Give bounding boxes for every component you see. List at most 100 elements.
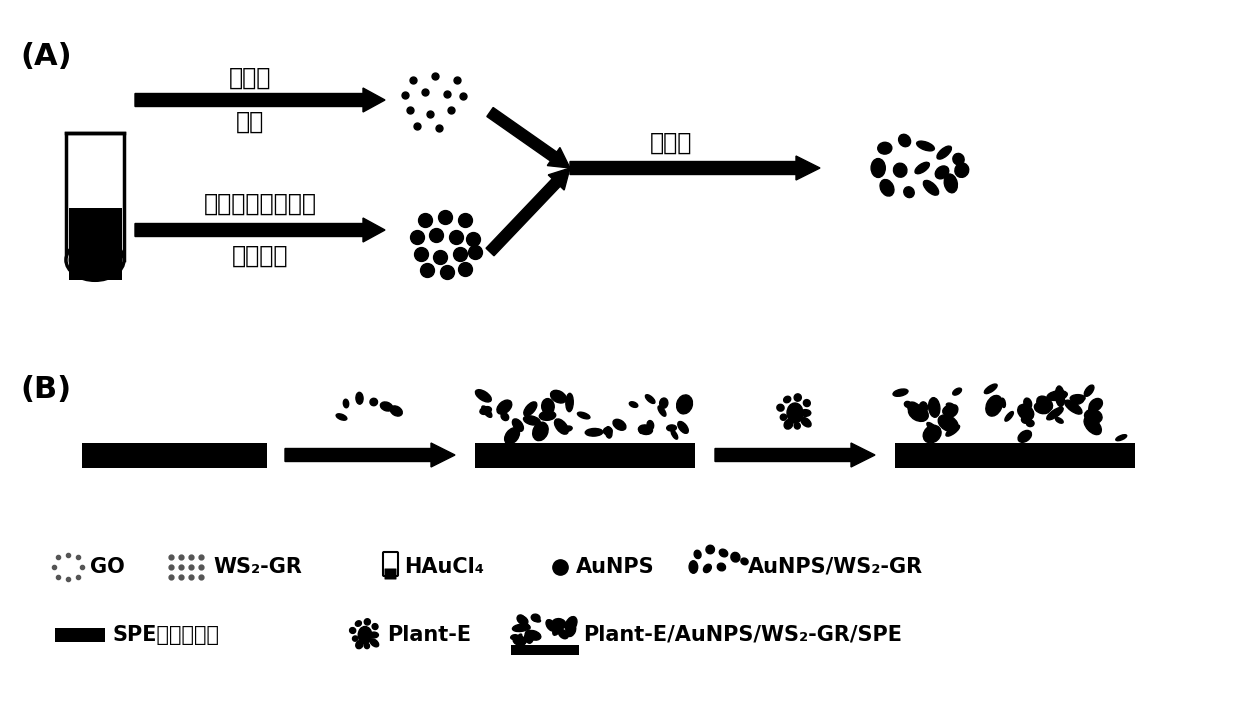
Ellipse shape [343,399,348,408]
Text: 硫脲: 硫脲 [236,110,264,134]
Ellipse shape [365,643,370,649]
Ellipse shape [694,550,701,559]
Ellipse shape [904,401,911,408]
Ellipse shape [1018,430,1032,442]
Ellipse shape [677,395,692,414]
Ellipse shape [511,635,518,640]
Ellipse shape [523,624,529,629]
FancyBboxPatch shape [511,645,579,655]
Ellipse shape [904,187,914,197]
Ellipse shape [794,422,800,429]
Ellipse shape [689,561,698,573]
Ellipse shape [1004,412,1013,421]
Ellipse shape [1047,391,1068,400]
Ellipse shape [554,419,568,435]
Ellipse shape [523,402,537,416]
Ellipse shape [1034,402,1050,414]
FancyBboxPatch shape [66,133,124,260]
Ellipse shape [944,174,957,193]
Ellipse shape [924,425,941,443]
Ellipse shape [605,427,613,438]
Ellipse shape [1065,400,1083,414]
Ellipse shape [645,395,655,403]
Ellipse shape [639,425,652,435]
Ellipse shape [894,163,906,178]
Ellipse shape [780,414,786,420]
Text: 锨酸钔: 锨酸钔 [229,66,272,90]
Ellipse shape [350,628,356,633]
Ellipse shape [526,630,541,640]
Polygon shape [715,443,875,467]
Ellipse shape [1055,417,1063,423]
Ellipse shape [784,396,791,403]
Ellipse shape [475,390,491,402]
Text: 自组装: 自组装 [650,131,692,155]
Text: 滅代十六烷基吠唏: 滅代十六烷基吠唏 [203,192,316,216]
Ellipse shape [539,411,556,420]
Ellipse shape [525,630,533,643]
Ellipse shape [1055,386,1064,407]
Ellipse shape [517,615,525,623]
Ellipse shape [915,163,930,174]
Polygon shape [487,107,570,168]
Ellipse shape [356,640,363,649]
Ellipse shape [929,398,940,417]
Ellipse shape [1027,420,1034,427]
FancyBboxPatch shape [384,569,397,579]
Ellipse shape [512,419,523,432]
FancyBboxPatch shape [68,207,122,280]
Ellipse shape [1071,396,1084,405]
Text: GO: GO [91,557,125,577]
Ellipse shape [1085,410,1102,423]
Text: Plant-E/AuNPS/WS₂-GR/SPE: Plant-E/AuNPS/WS₂-GR/SPE [583,625,901,645]
Ellipse shape [777,404,784,411]
Ellipse shape [946,425,960,436]
Ellipse shape [542,398,554,414]
Ellipse shape [604,427,613,435]
Ellipse shape [640,426,646,434]
FancyBboxPatch shape [475,442,694,467]
Ellipse shape [939,415,959,432]
Ellipse shape [553,620,563,635]
Ellipse shape [352,636,358,641]
Ellipse shape [372,623,378,630]
Ellipse shape [800,410,811,416]
Ellipse shape [667,425,676,431]
Ellipse shape [1022,415,1032,423]
Polygon shape [570,156,820,180]
Ellipse shape [924,180,939,195]
Ellipse shape [370,398,377,405]
Ellipse shape [552,618,565,629]
Ellipse shape [1024,398,1032,408]
Ellipse shape [356,621,361,626]
Ellipse shape [658,406,666,416]
Ellipse shape [919,402,928,413]
Ellipse shape [1116,435,1127,441]
Ellipse shape [909,405,929,421]
Text: (B): (B) [20,375,71,404]
Ellipse shape [512,624,529,632]
Text: AuNPS: AuNPS [577,557,655,577]
Ellipse shape [942,405,954,415]
Ellipse shape [630,402,637,408]
Ellipse shape [660,398,668,408]
Ellipse shape [482,406,492,417]
Ellipse shape [523,631,532,642]
Ellipse shape [1047,408,1063,420]
Ellipse shape [946,403,955,408]
Ellipse shape [1089,398,1102,411]
Ellipse shape [678,422,688,433]
Ellipse shape [501,413,508,420]
Ellipse shape [920,414,928,421]
Ellipse shape [784,420,792,429]
Ellipse shape [358,626,372,643]
Ellipse shape [952,388,961,395]
Ellipse shape [893,389,908,396]
Ellipse shape [801,417,811,427]
Ellipse shape [1018,405,1034,420]
Ellipse shape [794,394,801,401]
Ellipse shape [381,402,393,411]
Ellipse shape [787,403,804,423]
Ellipse shape [717,563,725,571]
Ellipse shape [563,426,572,432]
